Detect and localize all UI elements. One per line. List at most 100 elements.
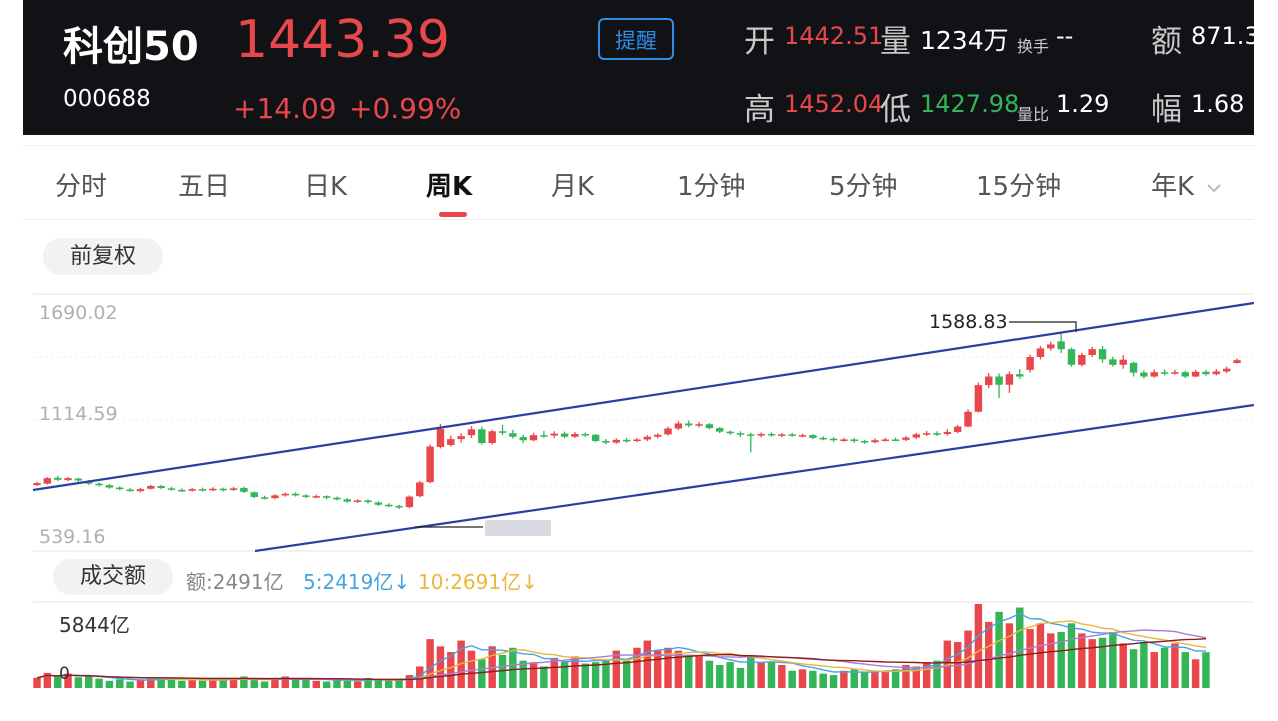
candle-body	[74, 478, 83, 481]
candle-body	[891, 439, 900, 441]
candle	[498, 425, 507, 436]
candle-body	[798, 435, 807, 437]
volume-bar	[653, 650, 662, 688]
volume-bar	[716, 665, 724, 688]
candle	[178, 488, 186, 492]
index-code: 000688	[63, 86, 151, 112]
candle	[1109, 356, 1117, 367]
candle	[1119, 355, 1127, 369]
volume-bar	[385, 680, 393, 688]
candle-body	[716, 428, 724, 432]
volume-bar	[726, 662, 734, 688]
candle	[716, 426, 724, 434]
tab-daily-k[interactable]: 日K	[304, 172, 348, 202]
candle-body	[1016, 374, 1024, 377]
candle-body	[95, 483, 103, 486]
candle-body	[633, 439, 641, 442]
volume-bar	[788, 670, 796, 688]
volume-bar	[912, 666, 921, 688]
candle	[416, 480, 424, 498]
candle-body	[653, 434, 662, 437]
candle-body	[788, 434, 796, 436]
candle	[1129, 361, 1138, 377]
volume-bar	[778, 665, 786, 688]
alert-button[interactable]: 提醒	[598, 18, 674, 60]
candle	[43, 477, 52, 485]
candle-body	[209, 488, 217, 491]
volume-indicator-button[interactable]: 成交额	[53, 559, 173, 595]
volume-bar	[1202, 652, 1210, 688]
volume-bar	[1005, 623, 1014, 688]
period-tabs: 分时 五日 日K 周K 月K 1分钟 5分钟 15分钟 年K	[23, 145, 1254, 220]
volume-bar	[902, 665, 910, 688]
candle	[343, 498, 352, 503]
volume-bar	[850, 669, 858, 688]
candle	[374, 501, 383, 506]
candle	[395, 504, 403, 510]
candlestick-chart: 1588.83	[32, 293, 1254, 552]
candle	[240, 486, 248, 494]
low-value: 1427.98	[920, 90, 1020, 118]
candle-body	[198, 489, 207, 491]
ma30-line	[36, 638, 1207, 681]
candle-body	[322, 496, 331, 498]
candle	[509, 429, 517, 439]
candle	[571, 432, 579, 438]
volume-bar	[643, 640, 652, 688]
volume-bar	[395, 678, 403, 688]
tab-1-minute[interactable]: 1分钟	[677, 172, 746, 202]
volume-bar	[302, 678, 310, 688]
candle-body	[157, 486, 165, 488]
candle	[1233, 358, 1241, 364]
candle-body	[250, 492, 258, 497]
tab-five-day[interactable]: 五日	[178, 172, 231, 202]
candle	[1212, 369, 1221, 376]
tab-monthly-k[interactable]: 月K	[551, 172, 595, 202]
volume-bar	[167, 680, 176, 688]
tab-yearly-k[interactable]: 年K	[1151, 166, 1222, 203]
candle	[219, 487, 227, 492]
candle	[560, 431, 569, 439]
candle	[964, 409, 972, 428]
candle-body	[985, 376, 993, 386]
tab-15-minute[interactable]: 15分钟	[976, 172, 1062, 202]
price-axis-bottom: 539.16	[39, 526, 106, 548]
tab-5-minute[interactable]: 5分钟	[829, 172, 898, 202]
candle-body	[1129, 362, 1138, 373]
candle-body	[778, 434, 786, 436]
volume-bar	[364, 677, 372, 688]
candle	[1191, 369, 1200, 378]
volume-bar	[1160, 647, 1169, 688]
volume-bar	[105, 680, 114, 688]
candle	[664, 426, 672, 436]
candle-body	[105, 485, 114, 488]
candle-body	[819, 437, 827, 440]
volume-bar	[136, 679, 145, 688]
candle	[1150, 369, 1158, 378]
volume-bar	[1088, 639, 1096, 688]
low-annotation-blurred	[485, 520, 551, 536]
candle-body	[974, 385, 983, 412]
volume-bar	[281, 676, 289, 688]
candle-body	[240, 487, 248, 492]
candle-body	[995, 376, 1003, 385]
candle-body	[1005, 374, 1014, 385]
candle-body	[229, 488, 238, 490]
ma10-amount: 10:2691亿↓	[418, 566, 538, 595]
candle	[1088, 346, 1096, 357]
volume-bar	[871, 672, 879, 688]
upper-trend-line	[32, 301, 1254, 492]
tab-intraday[interactable]: 分时	[55, 172, 108, 202]
volume-bar	[467, 650, 476, 688]
volume-bar	[126, 681, 134, 688]
candle	[457, 433, 465, 443]
candle	[747, 432, 755, 453]
candle-body	[291, 493, 300, 496]
candle	[1057, 331, 1065, 354]
volume-bar	[540, 666, 548, 688]
volume-axis-zero: 0	[59, 664, 70, 684]
candle	[302, 494, 310, 499]
adjust-mode-button[interactable]: 前复权	[43, 238, 163, 275]
candle-body	[964, 411, 972, 427]
tab-weekly-k[interactable]: 周K	[426, 172, 473, 202]
